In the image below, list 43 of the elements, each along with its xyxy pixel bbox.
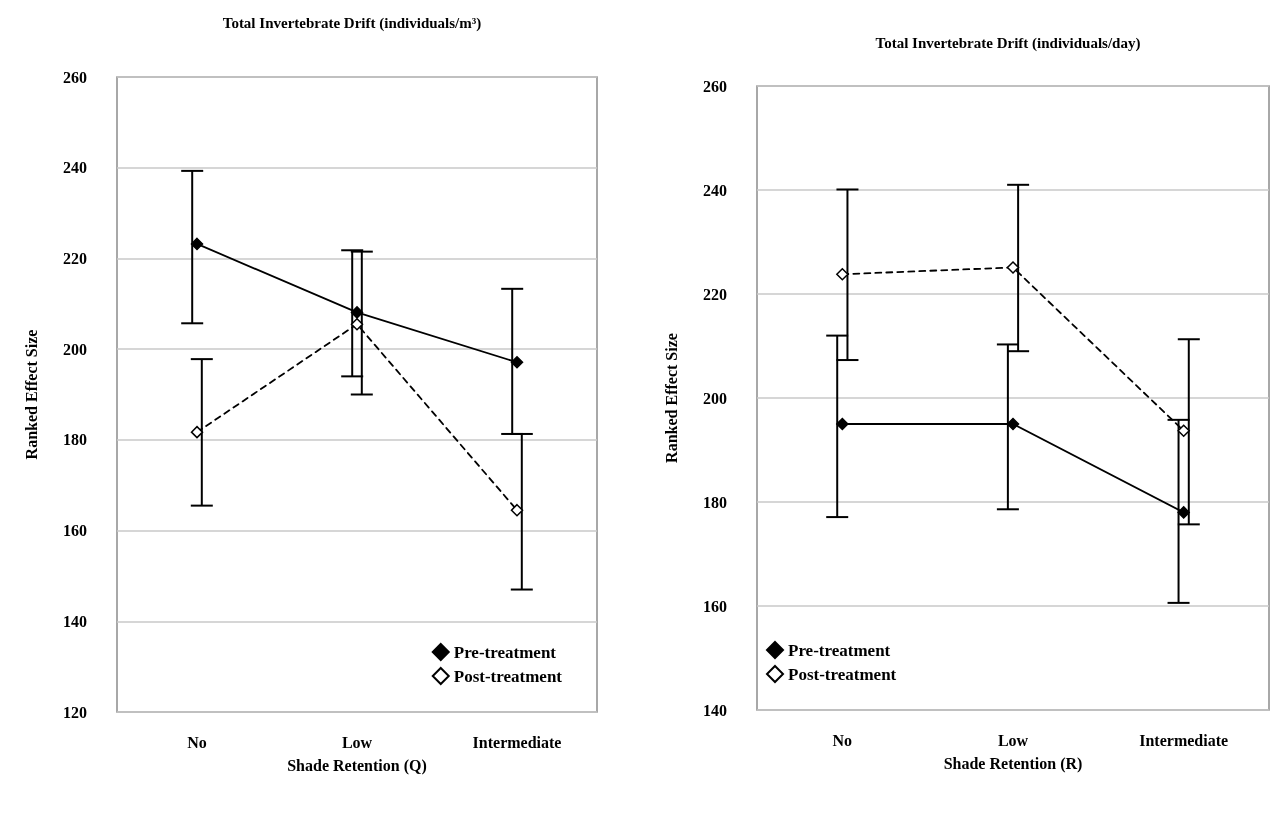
point: [190, 237, 204, 251]
y-tick-label: 200: [63, 340, 87, 358]
y-tick-label: 180: [703, 493, 727, 511]
y-tick-label: 160: [63, 522, 87, 540]
y-tick-label: 240: [703, 181, 727, 199]
point: [836, 267, 849, 281]
point: [1006, 261, 1020, 274]
y-axis-title: Ranked Effect Size: [662, 333, 680, 463]
x-tick-label: Intermediate: [472, 733, 562, 751]
x-axis-title: Shade Retention (R): [943, 755, 1083, 774]
y-tick-label: 260: [703, 77, 727, 95]
x-tick-label: Intermediate: [1139, 731, 1229, 749]
legend-label: Pre-treatment: [788, 640, 891, 660]
point: [510, 503, 524, 517]
y-axis-title: Ranked Effect Size: [22, 329, 40, 460]
point: [190, 425, 204, 439]
legend-label: Pre-treatment: [453, 642, 557, 662]
y-tick-label: 140: [703, 701, 727, 719]
y-tick-label: 140: [63, 612, 87, 630]
point: [1177, 506, 1190, 519]
legend-label: Post-treatment: [788, 664, 897, 684]
x-tick-label: No: [832, 731, 853, 749]
x-tick-label: Low: [997, 731, 1029, 749]
y-tick-label: 120: [63, 703, 87, 721]
point: [350, 306, 364, 319]
y-tick-label: 180: [63, 431, 87, 449]
x-axis-title: Shade Retention (Q): [287, 757, 427, 776]
point: [350, 317, 364, 331]
y-tick-label: 200: [703, 389, 727, 407]
y-tick-label: 260: [63, 68, 87, 86]
y-tick-label: 240: [63, 159, 87, 177]
point: [1006, 417, 1020, 431]
x-tick-label: Low: [341, 733, 373, 751]
y-tick-label: 220: [703, 285, 727, 303]
chart-title: Total Invertebrate Drift (individuals/day): [875, 34, 1141, 52]
y-tick-label: 220: [63, 249, 87, 267]
y-tick-label: 160: [703, 597, 727, 615]
point: [510, 356, 524, 369]
point: [836, 417, 849, 431]
x-tick-label: No: [187, 733, 207, 751]
chart-title: Total Invertebrate Drift (individuals/m³): [222, 14, 482, 32]
legend-label: Post-treatment: [453, 666, 563, 686]
point: [1177, 424, 1190, 438]
